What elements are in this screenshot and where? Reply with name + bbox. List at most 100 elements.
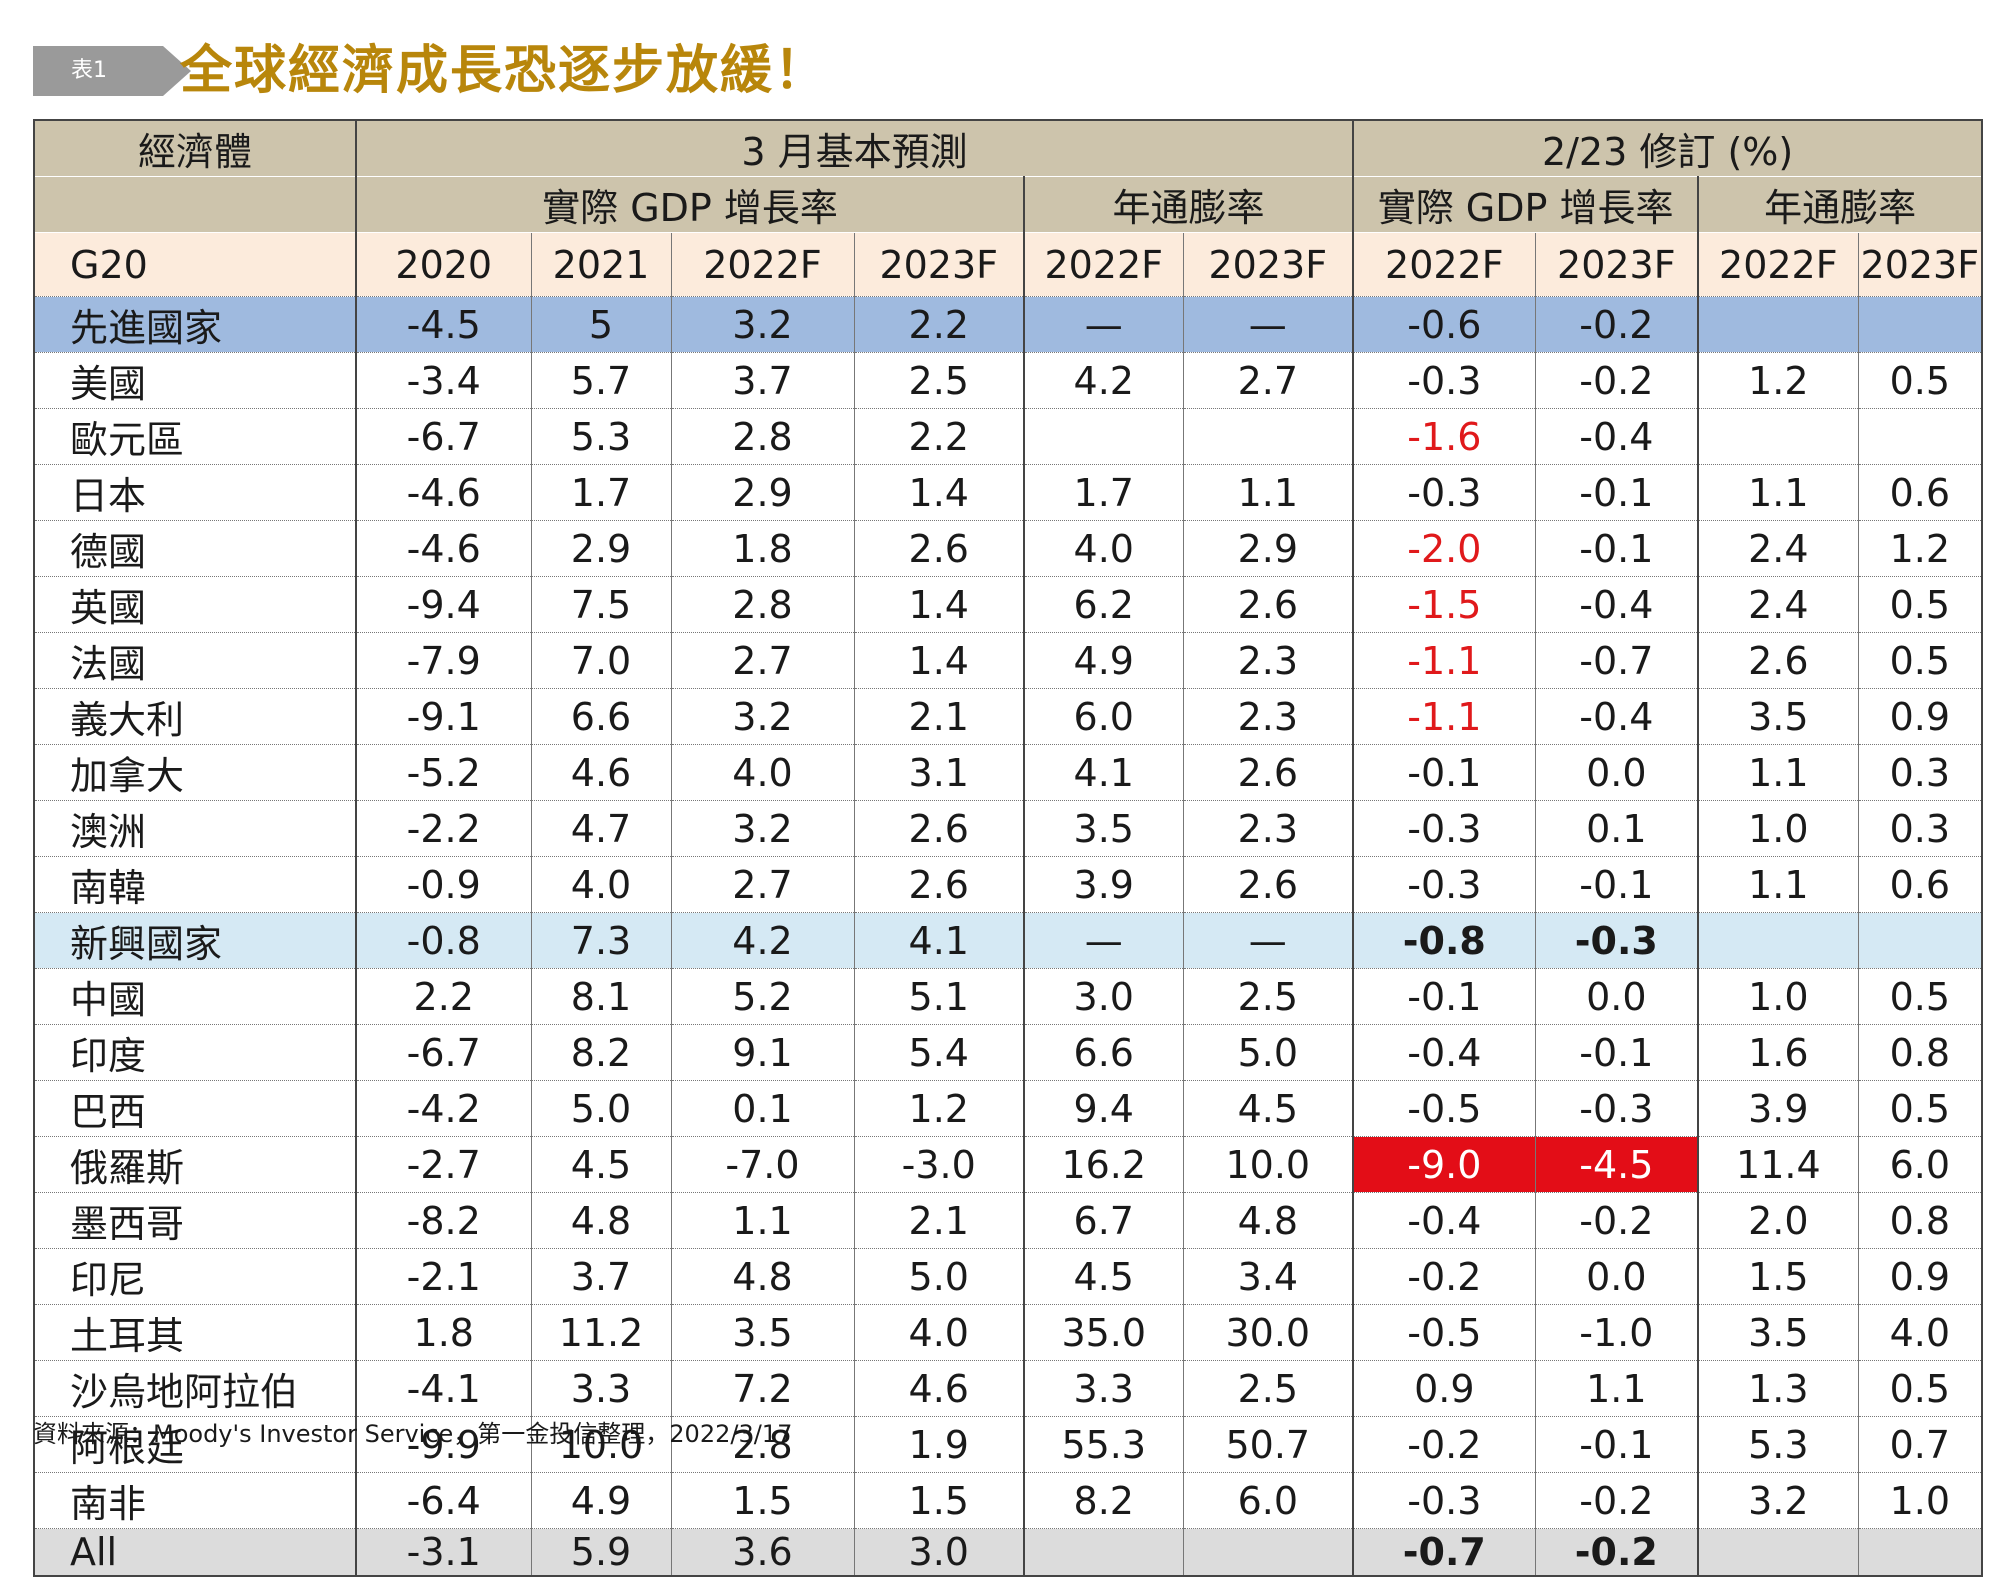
table-cell: 0.9 xyxy=(1857,1248,1983,1305)
table-cell: 3.3 xyxy=(530,1360,672,1417)
table-row: All -3.1 5.9 3.6 3.0 -0.7 -0.2 xyxy=(33,1528,1983,1577)
header-blank xyxy=(33,176,357,233)
table-cell xyxy=(1697,408,1859,465)
table-cell: 6.7 xyxy=(1023,1192,1184,1249)
table-cell: 8.1 xyxy=(530,968,672,1025)
table-cell: 0.6 xyxy=(1857,856,1983,913)
table-cell: 4.8 xyxy=(530,1192,672,1249)
table-cell: -9.0 xyxy=(1352,1136,1536,1193)
table-row: 印度 -6.7 8.2 9.1 5.4 6.6 5.0 -0.4 -0.1 1.6 0.8 xyxy=(33,1024,1983,1081)
economy-name: 巴西 xyxy=(33,1080,357,1137)
table-cell: 2.7 xyxy=(670,632,855,689)
table-cell: 3.5 xyxy=(1697,1304,1859,1361)
table-cell: -0.6 xyxy=(1352,296,1536,353)
table-cell: 2.3 xyxy=(1182,800,1355,857)
table-cell: 2.6 xyxy=(1182,576,1355,633)
table-cell: 10.0 xyxy=(530,1416,672,1473)
column-header: 2021 xyxy=(530,232,672,297)
table-cell: -0.3 xyxy=(1352,464,1536,521)
economy-name: 土耳其 xyxy=(33,1304,357,1361)
economy-name: 印尼 xyxy=(33,1248,357,1305)
table-cell: 35.0 xyxy=(1023,1304,1184,1361)
table-row: 英國 -9.4 7.5 2.8 1.4 6.2 2.6 -1.5 -0.4 2.4 0.5 xyxy=(33,576,1983,633)
table-cell: — xyxy=(1023,296,1184,353)
table-cell: 1.2 xyxy=(853,1080,1025,1137)
table-cell: 2.2 xyxy=(355,968,532,1025)
table-cell: — xyxy=(1023,912,1184,969)
table-cell: -0.1 xyxy=(1534,1416,1700,1473)
table-cell: -4.5 xyxy=(1534,1136,1700,1193)
table-cell: -3.1 xyxy=(355,1528,532,1577)
table-cell: -6.7 xyxy=(355,408,532,465)
table-cell: 3.0 xyxy=(853,1528,1025,1577)
table-cell: 0.0 xyxy=(1534,1248,1700,1305)
economy-name: 英國 xyxy=(33,576,357,633)
table-cell: 5.4 xyxy=(853,1024,1025,1081)
table-row: 德國 -4.6 2.9 1.8 2.6 4.0 2.9 -2.0 -0.1 2.4 1.2 xyxy=(33,520,1983,577)
table-cell: 1.1 xyxy=(1697,856,1859,913)
table-cell: -0.5 xyxy=(1352,1304,1536,1361)
header-gdp-march: 實際 GDP 增長率 xyxy=(355,176,1025,233)
table-cell: 4.5 xyxy=(1023,1248,1184,1305)
table-cell: -0.4 xyxy=(1352,1024,1536,1081)
table-cell xyxy=(1697,296,1859,353)
table-cell: 9.4 xyxy=(1023,1080,1184,1137)
table-cell: -4.5 xyxy=(355,296,532,353)
table-cell: -0.8 xyxy=(355,912,532,969)
economy-name: 澳洲 xyxy=(33,800,357,857)
table-cell: 1.2 xyxy=(1857,520,1983,577)
table-cell: -2.2 xyxy=(355,800,532,857)
table-cell: 3.2 xyxy=(670,800,855,857)
table-cell: 2.9 xyxy=(670,464,855,521)
table-cell xyxy=(1182,408,1355,465)
table-cell: 4.0 xyxy=(530,856,672,913)
table-cell: 0.8 xyxy=(1857,1192,1983,1249)
table-cell: -7.0 xyxy=(670,1136,855,1193)
economy-name: 墨西哥 xyxy=(33,1192,357,1249)
table-cell: 3.7 xyxy=(530,1248,672,1305)
table-cell: 3.5 xyxy=(670,1304,855,1361)
table-row: 法國 -7.9 7.0 2.7 1.4 4.9 2.3 -1.1 -0.7 2.6 0.5 xyxy=(33,632,1983,689)
table-cell: 4.8 xyxy=(1182,1192,1355,1249)
table-cell: 1.0 xyxy=(1857,1472,1983,1529)
table-cell: 6.6 xyxy=(530,688,672,745)
table-cell: 5.9 xyxy=(530,1528,672,1577)
table-cell xyxy=(1857,408,1983,465)
table-cell: 2.5 xyxy=(853,352,1025,409)
table-cell: 4.1 xyxy=(1023,744,1184,801)
table-cell: 1.8 xyxy=(670,520,855,577)
table-cell: 11.4 xyxy=(1697,1136,1859,1193)
table-cell: 4.0 xyxy=(1857,1304,1983,1361)
table-cell: -0.8 xyxy=(1352,912,1536,969)
table-cell: 4.6 xyxy=(853,1360,1025,1417)
table-cell: 0.6 xyxy=(1857,464,1983,521)
table-cell: 2.5 xyxy=(1182,1360,1355,1417)
table-cell: 1.5 xyxy=(853,1472,1025,1529)
table-cell: 0.8 xyxy=(1857,1024,1983,1081)
table-cell: 0.3 xyxy=(1857,744,1983,801)
table-cell: 1.1 xyxy=(1697,744,1859,801)
economy-name: 中國 xyxy=(33,968,357,1025)
table-cell: 8.2 xyxy=(530,1024,672,1081)
table-cell: -4.1 xyxy=(355,1360,532,1417)
table-cell: 0.0 xyxy=(1534,744,1700,801)
table-cell: 2.6 xyxy=(1697,632,1859,689)
table-cell: 2.9 xyxy=(530,520,672,577)
header-row-years: G20 2020 2021 2022F 2023F 2022F 2023F 2022F 2023… xyxy=(33,232,1983,297)
table-cell: 2.1 xyxy=(853,688,1025,745)
table-cell: 2.0 xyxy=(1697,1192,1859,1249)
table-cell: -0.7 xyxy=(1352,1528,1536,1577)
table-cell: 1.2 xyxy=(1697,352,1859,409)
table-cell: 1.1 xyxy=(1534,1360,1700,1417)
table-cell xyxy=(1023,1528,1184,1577)
column-header: 2022F xyxy=(670,232,855,297)
table-cell: 3.4 xyxy=(1182,1248,1355,1305)
table-cell: -2.0 xyxy=(1352,520,1536,577)
table-cell: -0.2 xyxy=(1534,1472,1700,1529)
table-cell: 5.2 xyxy=(670,968,855,1025)
economy-name: 新興國家 xyxy=(33,912,357,969)
table-cell: 1.1 xyxy=(1182,464,1355,521)
economy-name: 日本 xyxy=(33,464,357,521)
header-economy: 經濟體 xyxy=(33,120,357,177)
table-cell: 4.1 xyxy=(853,912,1025,969)
